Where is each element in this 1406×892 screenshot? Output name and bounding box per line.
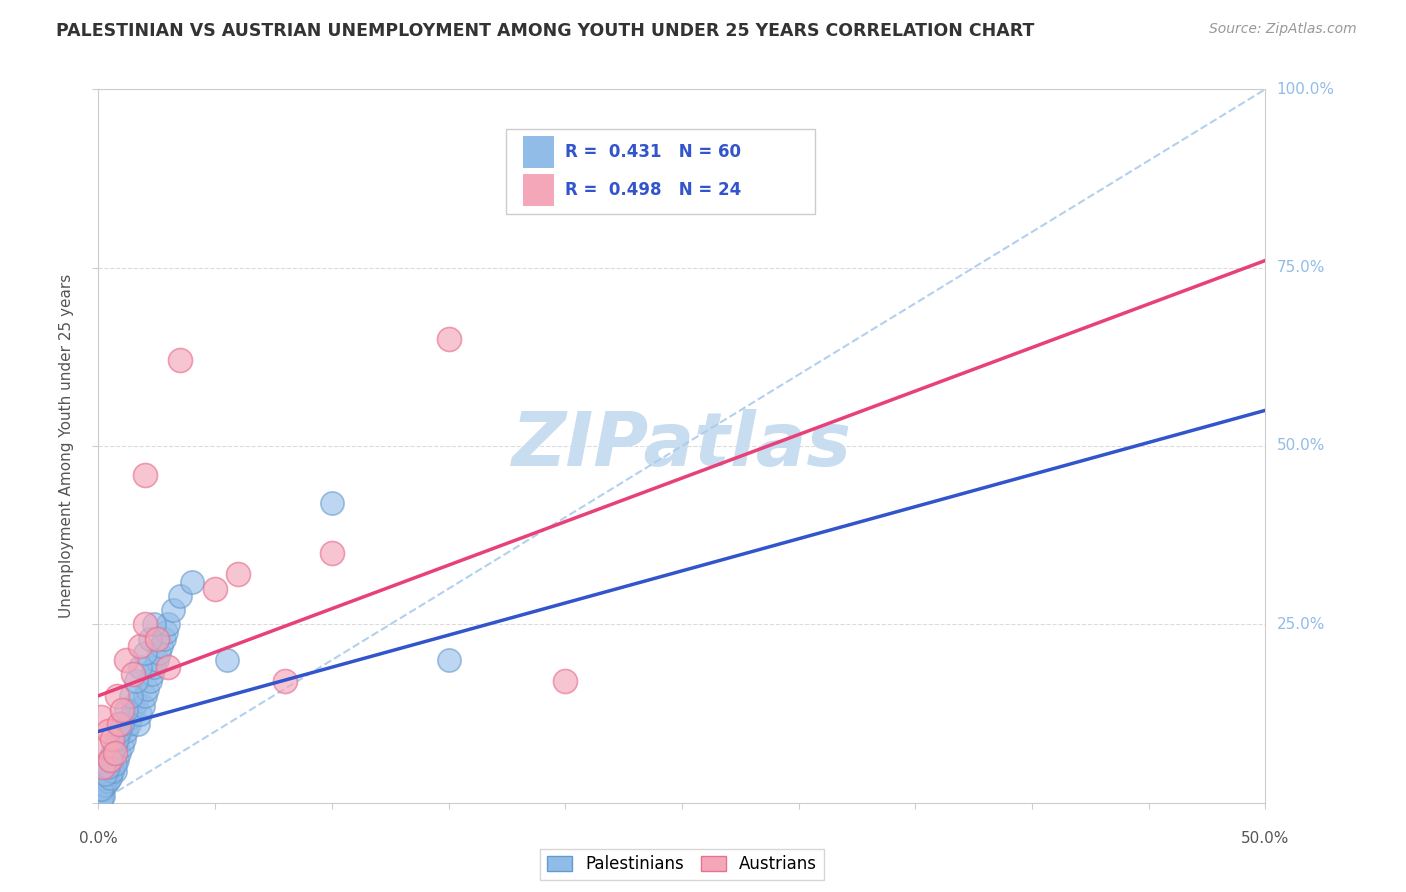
Text: PALESTINIAN VS AUSTRIAN UNEMPLOYMENT AMONG YOUTH UNDER 25 YEARS CORRELATION CHAR: PALESTINIAN VS AUSTRIAN UNEMPLOYMENT AMO… xyxy=(56,22,1035,40)
Point xyxy=(94,739,117,753)
Point xyxy=(127,717,149,731)
Point xyxy=(321,496,343,510)
Point xyxy=(90,710,112,724)
Y-axis label: Unemployment Among Youth under 25 years: Unemployment Among Youth under 25 years xyxy=(59,274,75,618)
Point xyxy=(122,667,145,681)
Point xyxy=(134,617,156,632)
Point xyxy=(97,724,120,739)
Point xyxy=(129,639,152,653)
Point xyxy=(129,706,152,721)
Point xyxy=(139,674,162,689)
Point xyxy=(105,689,128,703)
Point xyxy=(111,717,134,731)
Point xyxy=(146,653,169,667)
Text: 25.0%: 25.0% xyxy=(1277,617,1324,632)
Point xyxy=(120,710,142,724)
Point xyxy=(111,703,134,717)
Point xyxy=(122,703,145,717)
Point xyxy=(150,639,173,653)
Text: 0.0%: 0.0% xyxy=(79,830,118,846)
Point xyxy=(98,771,121,785)
Point xyxy=(152,632,174,646)
Point xyxy=(90,792,112,806)
Point xyxy=(554,674,576,689)
Point xyxy=(115,653,138,667)
Point xyxy=(104,756,127,771)
Point xyxy=(148,646,170,660)
Point xyxy=(108,717,131,731)
Point xyxy=(169,353,191,368)
Point xyxy=(157,660,180,674)
Point xyxy=(104,764,127,778)
Point xyxy=(437,332,460,346)
Point xyxy=(91,760,114,774)
Point xyxy=(94,767,117,781)
Point xyxy=(94,774,117,789)
Legend: Palestinians, Austrians: Palestinians, Austrians xyxy=(540,849,824,880)
Point xyxy=(105,753,128,767)
Point xyxy=(204,582,226,596)
Point xyxy=(90,789,112,803)
Point xyxy=(97,753,120,767)
Point xyxy=(90,781,112,796)
Point xyxy=(104,739,127,753)
Point xyxy=(228,567,250,582)
Text: 50.0%: 50.0% xyxy=(1241,830,1289,846)
Point xyxy=(141,667,163,681)
Point xyxy=(157,617,180,632)
Point xyxy=(104,746,127,760)
Point xyxy=(143,660,166,674)
Point xyxy=(111,739,134,753)
Text: R =  0.431   N = 60: R = 0.431 N = 60 xyxy=(565,143,741,161)
Text: 75.0%: 75.0% xyxy=(1277,260,1324,275)
Point xyxy=(115,703,138,717)
Point xyxy=(180,574,202,589)
Point xyxy=(437,653,460,667)
Point xyxy=(136,681,159,696)
Point xyxy=(169,589,191,603)
Point xyxy=(162,603,184,617)
Point xyxy=(97,774,120,789)
Point xyxy=(105,731,128,746)
Text: ZIPatlas: ZIPatlas xyxy=(512,409,852,483)
Point xyxy=(101,731,124,746)
Point xyxy=(97,760,120,774)
Text: 100.0%: 100.0% xyxy=(1277,82,1334,96)
Point xyxy=(134,646,156,660)
Point xyxy=(143,617,166,632)
Point xyxy=(321,546,343,560)
Point xyxy=(134,689,156,703)
Point xyxy=(112,731,135,746)
Text: 50.0%: 50.0% xyxy=(1277,439,1324,453)
Point xyxy=(98,753,121,767)
Point xyxy=(125,674,148,689)
Point xyxy=(139,632,162,646)
Point xyxy=(94,778,117,792)
Point xyxy=(91,789,114,803)
Point xyxy=(125,696,148,710)
Point xyxy=(98,753,121,767)
Point xyxy=(146,632,169,646)
Point xyxy=(120,689,142,703)
Point xyxy=(115,724,138,739)
Text: Source: ZipAtlas.com: Source: ZipAtlas.com xyxy=(1209,22,1357,37)
Point xyxy=(101,746,124,760)
Point xyxy=(118,717,141,731)
Point xyxy=(108,724,131,739)
Point xyxy=(98,767,121,781)
Point xyxy=(101,760,124,774)
Point xyxy=(215,653,238,667)
Point xyxy=(134,467,156,482)
Point xyxy=(108,746,131,760)
Point xyxy=(274,674,297,689)
Point xyxy=(129,660,152,674)
Point xyxy=(90,785,112,799)
Text: R =  0.498   N = 24: R = 0.498 N = 24 xyxy=(565,181,741,199)
Point xyxy=(155,624,177,639)
Point xyxy=(101,764,124,778)
Point xyxy=(132,699,155,714)
Point xyxy=(91,781,114,796)
